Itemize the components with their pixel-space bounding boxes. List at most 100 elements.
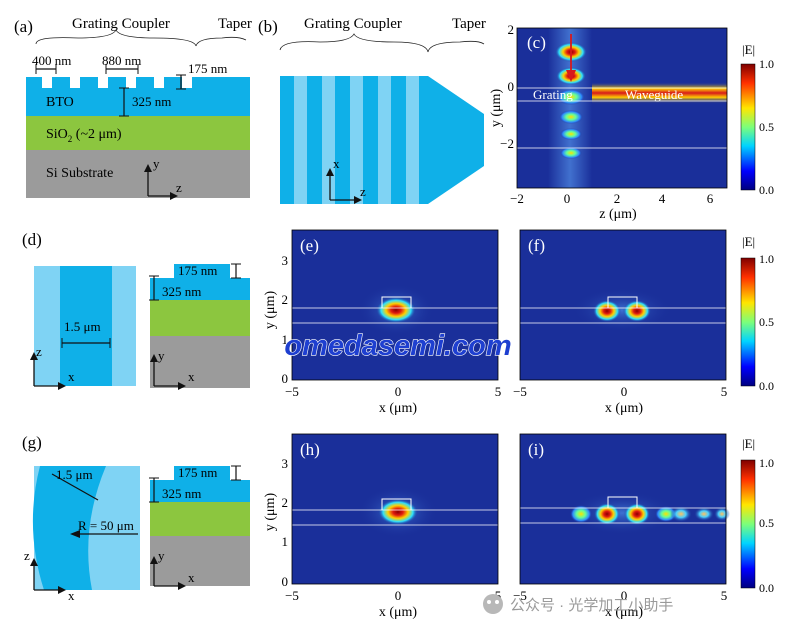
xtick-e: −5 — [285, 384, 299, 399]
xtick-f: 5 — [721, 384, 728, 399]
side-lobe — [694, 507, 714, 521]
xtick-h: 0 — [395, 588, 402, 603]
axis-x-label-d: x — [68, 369, 75, 384]
axis-x-label-b: x — [333, 156, 340, 171]
panel-label-a: (a) — [14, 17, 33, 36]
panel-b: (b) Grating Coupler Taper x z — [258, 16, 486, 204]
si-layer-g — [150, 536, 250, 586]
xtick-c: 0 — [564, 191, 571, 206]
axis-x2-head-g — [178, 582, 186, 590]
axis-y-label: y — [153, 156, 160, 171]
ytick-c: 2 — [508, 22, 515, 37]
ytick-e: 1 — [282, 332, 289, 347]
panel-f: (f) −5 0 5 x (μm) |E| 1.0 0.5 0.0 — [513, 229, 774, 416]
dim-15-label-g: 1.5 μm — [56, 467, 93, 482]
ylabel-c: y (μm) — [489, 89, 504, 128]
grating-line — [378, 76, 391, 204]
xlabel-c: z (μm) — [599, 207, 637, 222]
side-lobe — [714, 507, 730, 521]
colorbar-tick: 0.0 — [759, 183, 774, 197]
footer-credit-text: 公众号 · 光学加工小助手 — [510, 597, 673, 614]
dim-175-label: 175 nm — [188, 61, 227, 76]
panel-label-g: (g) — [22, 433, 42, 452]
ytick-h: 1 — [282, 534, 289, 549]
axis-z-head-b — [354, 196, 362, 204]
colorbar-tick: 0.0 — [759, 379, 774, 393]
axis-x-head-g — [58, 586, 66, 594]
axes-frame-h — [291, 433, 499, 585]
taper-brace-b — [427, 40, 485, 53]
side-lobe — [570, 505, 592, 523]
axis-y-head — [144, 164, 152, 172]
panel-label-e: (e) — [300, 236, 319, 255]
colorbar-tick: 1.0 — [759, 252, 774, 266]
axis-z-head-d — [30, 352, 38, 360]
xtick-e: 0 — [395, 384, 402, 399]
axis-x2-label-g: x — [188, 570, 195, 585]
wechat-icon-eye — [487, 600, 491, 604]
radius-arrow-head — [70, 530, 80, 538]
xtick-e: 5 — [495, 384, 502, 399]
axis-z-label-g: z — [24, 548, 30, 563]
xlabel-e: x (μm) — [379, 401, 418, 416]
axis-z-label: z — [176, 180, 182, 195]
axes-frame-i — [519, 433, 727, 585]
rib-layer-g — [174, 466, 230, 480]
taper-brace — [195, 36, 247, 47]
grating-coupler-label: Grating Coupler — [72, 16, 170, 32]
panel-i: (i) −5 0 5 x (μm) |E| 1.0 0.5 0.0 — [513, 433, 774, 620]
ytick-e: 2 — [282, 292, 289, 307]
xlabel-f: x (μm) — [605, 401, 644, 416]
panel-e: (e) 3 2 1 0 −5 0 5 x (μm) y (μm) — [263, 229, 502, 416]
colorbar — [740, 257, 756, 387]
colorbar-title: |E| — [742, 234, 755, 249]
axis-x-head-d — [58, 382, 66, 390]
si-substrate-label: Si Substrate — [46, 166, 113, 181]
sio2-layer-g — [150, 502, 250, 536]
axis-x2-label-d: x — [188, 369, 195, 384]
grating-coupler-brace-b — [279, 33, 429, 53]
xtick-i: 0 — [621, 588, 628, 603]
xtick-i: 5 — [721, 588, 728, 603]
colorbar — [740, 459, 756, 589]
slab-layer-g — [150, 480, 250, 502]
dim-400-label: 400 nm — [32, 53, 71, 68]
xtick-f: 0 — [621, 384, 628, 399]
mode-spot — [376, 297, 416, 323]
axes-frame-e — [291, 229, 499, 381]
rib-outline — [607, 296, 638, 308]
dim-880-label: 880 nm — [102, 53, 141, 68]
panel-c: (c) Grating Waveguide 2 0 −2 −2 0 2 4 6 … — [489, 22, 774, 222]
ytick-e: 3 — [282, 253, 289, 268]
axis-z-label-b: z — [360, 184, 366, 199]
panel-label-i: (i) — [528, 440, 544, 459]
xtick-c: 2 — [614, 191, 621, 206]
xtick-h: −5 — [285, 588, 299, 603]
axis-y-head-g — [150, 556, 158, 564]
mode-spot — [378, 499, 418, 525]
grating-line — [322, 76, 335, 204]
xtick-i: −5 — [513, 588, 527, 603]
axis-z-head — [170, 192, 178, 200]
sio2-layer-d — [150, 300, 250, 336]
slab-layer-d — [150, 278, 250, 300]
bto-layer — [26, 77, 250, 116]
dim-15-bar-g — [51, 473, 99, 501]
axis-y-head-d — [150, 354, 158, 362]
colorbar-tick: 0.0 — [759, 581, 774, 595]
wechat-icon — [483, 594, 503, 614]
si-substrate-layer — [26, 150, 250, 198]
taper-region — [428, 76, 484, 204]
rib-outline — [381, 296, 412, 308]
axis-x-label-g: x — [68, 588, 75, 603]
axes-frame-f — [519, 229, 727, 381]
panel-h: (h) 3 2 1 0 −5 0 5 x (μm) y (μm) — [263, 433, 501, 620]
waveguide-label: Waveguide — [625, 87, 683, 102]
ytick-e: 0 — [282, 371, 289, 386]
ytick-c: −2 — [500, 136, 514, 151]
field-spot — [560, 128, 582, 140]
ytick-c: 0 — [508, 79, 515, 94]
axis-x-head-b — [326, 168, 334, 176]
mode-lobe — [593, 300, 621, 322]
axis-y-label-d: y — [158, 348, 165, 363]
